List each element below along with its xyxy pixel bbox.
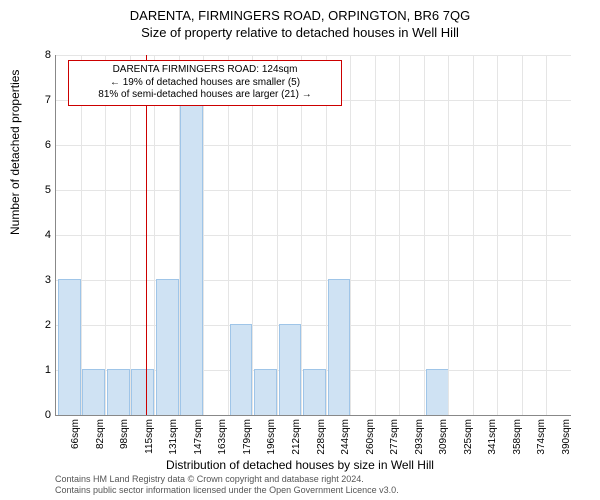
grid-line-v bbox=[81, 55, 82, 415]
grid-line-h bbox=[56, 235, 571, 236]
grid-line-v bbox=[522, 55, 523, 415]
marker-line bbox=[146, 55, 147, 415]
grid-line-v bbox=[228, 55, 229, 415]
plot-area bbox=[55, 55, 571, 416]
grid-line-v bbox=[448, 55, 449, 415]
annotation-line-3: 81% of semi-detached houses are larger (… bbox=[75, 89, 335, 102]
x-axis-label: Distribution of detached houses by size … bbox=[0, 458, 600, 472]
x-tick-label: 212sqm bbox=[291, 419, 302, 455]
histogram-bar bbox=[107, 369, 130, 415]
y-tick-label: 7 bbox=[45, 94, 51, 106]
grid-line-v bbox=[350, 55, 351, 415]
grid-line-v bbox=[277, 55, 278, 415]
y-tick-label: 3 bbox=[45, 274, 51, 286]
x-tick-label: 98sqm bbox=[119, 419, 130, 449]
y-tick-label: 0 bbox=[45, 409, 51, 421]
x-tick-label: 163sqm bbox=[217, 419, 228, 455]
x-tick-label: 115sqm bbox=[144, 419, 155, 454]
histogram-bar bbox=[303, 369, 326, 415]
grid-line-h bbox=[56, 55, 571, 56]
y-tick-label: 5 bbox=[45, 184, 51, 196]
histogram-bar bbox=[156, 279, 179, 415]
grid-line-v bbox=[375, 55, 376, 415]
grid-line-v bbox=[399, 55, 400, 415]
x-tick-label: 228sqm bbox=[316, 419, 327, 455]
histogram-bar bbox=[279, 324, 302, 415]
x-tick-label: 309sqm bbox=[438, 419, 449, 455]
y-tick-label: 4 bbox=[45, 229, 51, 241]
x-tick-label: 179sqm bbox=[242, 419, 253, 455]
annotation-box: DARENTA FIRMINGERS ROAD: 124sqm ← 19% of… bbox=[68, 60, 342, 106]
y-tick-label: 1 bbox=[45, 364, 51, 376]
footer-text: Contains HM Land Registry data © Crown c… bbox=[55, 474, 399, 496]
histogram-bar bbox=[58, 279, 81, 415]
x-tick-label: 244sqm bbox=[340, 419, 351, 455]
x-tick-label: 82sqm bbox=[95, 419, 106, 449]
grid-line-v bbox=[326, 55, 327, 415]
grid-line-v bbox=[105, 55, 106, 415]
y-tick-label: 8 bbox=[45, 49, 51, 61]
title-main: DARENTA, FIRMINGERS ROAD, ORPINGTON, BR6… bbox=[0, 0, 600, 23]
title-sub: Size of property relative to detached ho… bbox=[0, 23, 600, 40]
footer-line-2: Contains public sector information licen… bbox=[55, 485, 399, 496]
grid-line-v bbox=[473, 55, 474, 415]
histogram-bar bbox=[328, 279, 351, 415]
x-tick-label: 147sqm bbox=[193, 419, 204, 455]
x-tick-label: 358sqm bbox=[512, 419, 523, 455]
y-tick-label: 2 bbox=[45, 319, 51, 331]
grid-line-v bbox=[424, 55, 425, 415]
x-tick-label: 325sqm bbox=[463, 419, 474, 455]
x-tick-label: 277sqm bbox=[389, 419, 400, 455]
histogram-bar bbox=[254, 369, 277, 415]
x-tick-label: 131sqm bbox=[168, 419, 179, 455]
grid-line-v bbox=[546, 55, 547, 415]
grid-line-v bbox=[301, 55, 302, 415]
grid-line-h bbox=[56, 280, 571, 281]
x-tick-label: 196sqm bbox=[266, 419, 277, 455]
footer-line-1: Contains HM Land Registry data © Crown c… bbox=[55, 474, 399, 485]
chart-container: DARENTA, FIRMINGERS ROAD, ORPINGTON, BR6… bbox=[0, 0, 600, 500]
histogram-bar bbox=[131, 369, 154, 415]
histogram-bar bbox=[82, 369, 105, 415]
histogram-bar bbox=[426, 369, 449, 415]
x-tick-label: 374sqm bbox=[536, 419, 547, 455]
annotation-line-2: ← 19% of detached houses are smaller (5) bbox=[75, 77, 335, 90]
grid-line-v bbox=[130, 55, 131, 415]
x-ticks: 66sqm 82sqm 98sqm 115sqm 131sqm 147sqm 163sqm 1… bbox=[55, 415, 570, 455]
x-tick-label: 390sqm bbox=[561, 419, 572, 455]
grid-line-h bbox=[56, 145, 571, 146]
grid-line-h bbox=[56, 190, 571, 191]
x-tick-label: 260sqm bbox=[365, 419, 376, 455]
x-tick-label: 293sqm bbox=[414, 419, 425, 455]
y-tick-label: 6 bbox=[45, 139, 51, 151]
grid-line-v bbox=[203, 55, 204, 415]
annotation-line-1: DARENTA FIRMINGERS ROAD: 124sqm bbox=[75, 64, 335, 77]
grid-line-v bbox=[497, 55, 498, 415]
y-ticks: 012345678 bbox=[0, 55, 55, 415]
grid-line-v bbox=[252, 55, 253, 415]
grid-line-h bbox=[56, 325, 571, 326]
histogram-bar bbox=[180, 99, 203, 415]
grid-line-v bbox=[179, 55, 180, 415]
x-tick-label: 66sqm bbox=[70, 419, 81, 449]
x-tick-label: 341sqm bbox=[487, 419, 498, 455]
histogram-bar bbox=[230, 324, 253, 415]
